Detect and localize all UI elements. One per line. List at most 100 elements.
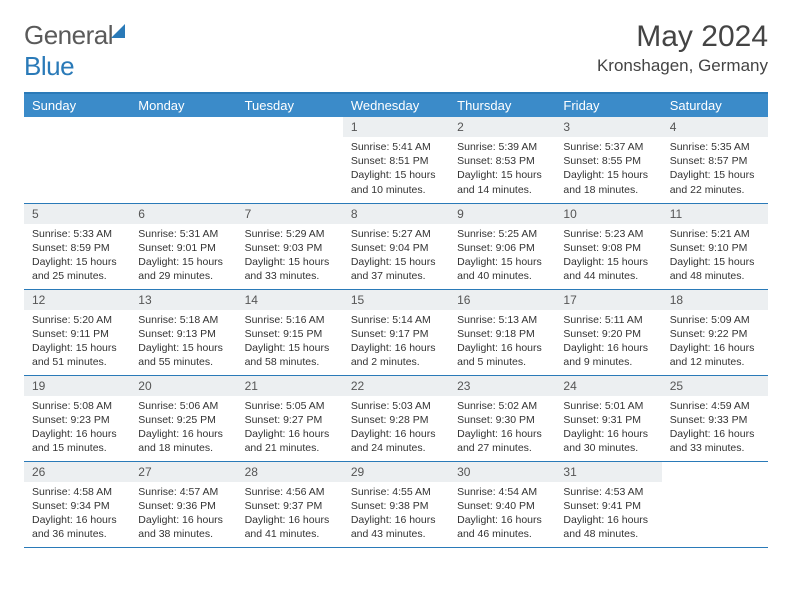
brand-logo: General Blue (24, 20, 125, 82)
sunset-text: Sunset: 9:11 PM (32, 327, 122, 341)
day-details: Sunrise: 5:33 AMSunset: 8:59 PMDaylight:… (24, 224, 130, 288)
weekday-header: Friday (555, 93, 661, 117)
sunset-text: Sunset: 9:03 PM (245, 241, 335, 255)
sunset-text: Sunset: 8:55 PM (563, 154, 653, 168)
calendar-week: 1Sunrise: 5:41 AMSunset: 8:51 PMDaylight… (24, 117, 768, 203)
day-number: 28 (237, 462, 343, 482)
day-number: 4 (662, 117, 768, 137)
day-details: Sunrise: 4:54 AMSunset: 9:40 PMDaylight:… (449, 482, 555, 546)
daylight-text: Daylight: 15 hours and 58 minutes. (245, 341, 335, 369)
day-details: Sunrise: 5:23 AMSunset: 9:08 PMDaylight:… (555, 224, 661, 288)
sunset-text: Sunset: 9:28 PM (351, 413, 441, 427)
day-details: Sunrise: 5:09 AMSunset: 9:22 PMDaylight:… (662, 310, 768, 374)
day-number: 22 (343, 376, 449, 396)
calendar-day: 8Sunrise: 5:27 AMSunset: 9:04 PMDaylight… (343, 203, 449, 289)
day-details: Sunrise: 5:37 AMSunset: 8:55 PMDaylight:… (555, 137, 661, 201)
sunset-text: Sunset: 8:53 PM (457, 154, 547, 168)
calendar-day: 30Sunrise: 4:54 AMSunset: 9:40 PMDayligh… (449, 461, 555, 547)
weekday-header: Thursday (449, 93, 555, 117)
day-details: Sunrise: 5:20 AMSunset: 9:11 PMDaylight:… (24, 310, 130, 374)
daylight-text: Daylight: 16 hours and 2 minutes. (351, 341, 441, 369)
calendar-day (24, 117, 130, 203)
sunrise-text: Sunrise: 5:16 AM (245, 313, 335, 327)
sunrise-text: Sunrise: 5:35 AM (670, 140, 760, 154)
sunset-text: Sunset: 9:17 PM (351, 327, 441, 341)
day-details: Sunrise: 4:55 AMSunset: 9:38 PMDaylight:… (343, 482, 449, 546)
day-number: 9 (449, 204, 555, 224)
day-number: 14 (237, 290, 343, 310)
daylight-text: Daylight: 16 hours and 21 minutes. (245, 427, 335, 455)
weekday-header: Wednesday (343, 93, 449, 117)
sunrise-text: Sunrise: 4:56 AM (245, 485, 335, 499)
day-details: Sunrise: 5:11 AMSunset: 9:20 PMDaylight:… (555, 310, 661, 374)
daylight-text: Daylight: 16 hours and 27 minutes. (457, 427, 547, 455)
day-details: Sunrise: 5:35 AMSunset: 8:57 PMDaylight:… (662, 137, 768, 201)
daylight-text: Daylight: 16 hours and 15 minutes. (32, 427, 122, 455)
sunrise-text: Sunrise: 5:14 AM (351, 313, 441, 327)
calendar-day (662, 461, 768, 547)
sunset-text: Sunset: 9:06 PM (457, 241, 547, 255)
brand-text: General Blue (24, 20, 125, 82)
sunset-text: Sunset: 9:18 PM (457, 327, 547, 341)
month-title: May 2024 (597, 20, 768, 54)
calendar-day: 19Sunrise: 5:08 AMSunset: 9:23 PMDayligh… (24, 375, 130, 461)
daylight-text: Daylight: 15 hours and 51 minutes. (32, 341, 122, 369)
calendar-day (237, 117, 343, 203)
calendar-day: 6Sunrise: 5:31 AMSunset: 9:01 PMDaylight… (130, 203, 236, 289)
sunset-text: Sunset: 9:20 PM (563, 327, 653, 341)
location-label: Kronshagen, Germany (597, 56, 768, 76)
day-details: Sunrise: 5:31 AMSunset: 9:01 PMDaylight:… (130, 224, 236, 288)
day-number: 20 (130, 376, 236, 396)
day-number: 30 (449, 462, 555, 482)
day-details: Sunrise: 5:41 AMSunset: 8:51 PMDaylight:… (343, 137, 449, 201)
sunrise-text: Sunrise: 4:55 AM (351, 485, 441, 499)
sunrise-text: Sunrise: 5:21 AM (670, 227, 760, 241)
sunrise-text: Sunrise: 5:09 AM (670, 313, 760, 327)
sunrise-text: Sunrise: 5:13 AM (457, 313, 547, 327)
calendar-day: 12Sunrise: 5:20 AMSunset: 9:11 PMDayligh… (24, 289, 130, 375)
daylight-text: Daylight: 15 hours and 44 minutes. (563, 255, 653, 283)
calendar-page: General Blue May 2024 Kronshagen, German… (0, 0, 792, 568)
day-number: 7 (237, 204, 343, 224)
sunset-text: Sunset: 9:40 PM (457, 499, 547, 513)
day-number: 21 (237, 376, 343, 396)
daylight-text: Daylight: 16 hours and 48 minutes. (563, 513, 653, 541)
daylight-text: Daylight: 16 hours and 43 minutes. (351, 513, 441, 541)
daylight-text: Daylight: 15 hours and 29 minutes. (138, 255, 228, 283)
header: General Blue May 2024 Kronshagen, German… (24, 20, 768, 82)
sunrise-text: Sunrise: 5:20 AM (32, 313, 122, 327)
calendar-week: 26Sunrise: 4:58 AMSunset: 9:34 PMDayligh… (24, 461, 768, 547)
day-details: Sunrise: 5:01 AMSunset: 9:31 PMDaylight:… (555, 396, 661, 460)
daylight-text: Daylight: 16 hours and 5 minutes. (457, 341, 547, 369)
sunset-text: Sunset: 9:30 PM (457, 413, 547, 427)
sunset-text: Sunset: 9:15 PM (245, 327, 335, 341)
weekday-header: Monday (130, 93, 236, 117)
calendar-day: 29Sunrise: 4:55 AMSunset: 9:38 PMDayligh… (343, 461, 449, 547)
daylight-text: Daylight: 16 hours and 41 minutes. (245, 513, 335, 541)
day-number: 27 (130, 462, 236, 482)
weekday-header: Tuesday (237, 93, 343, 117)
day-details: Sunrise: 5:16 AMSunset: 9:15 PMDaylight:… (237, 310, 343, 374)
logo-triangle-icon (111, 24, 125, 38)
daylight-text: Daylight: 16 hours and 33 minutes. (670, 427, 760, 455)
calendar-day: 20Sunrise: 5:06 AMSunset: 9:25 PMDayligh… (130, 375, 236, 461)
calendar-day: 26Sunrise: 4:58 AMSunset: 9:34 PMDayligh… (24, 461, 130, 547)
brand-part1: General (24, 20, 113, 50)
sunrise-text: Sunrise: 5:08 AM (32, 399, 122, 413)
day-details: Sunrise: 5:06 AMSunset: 9:25 PMDaylight:… (130, 396, 236, 460)
day-details: Sunrise: 5:02 AMSunset: 9:30 PMDaylight:… (449, 396, 555, 460)
day-number: 19 (24, 376, 130, 396)
daylight-text: Daylight: 16 hours and 38 minutes. (138, 513, 228, 541)
daylight-text: Daylight: 16 hours and 9 minutes. (563, 341, 653, 369)
day-number: 17 (555, 290, 661, 310)
calendar-week: 19Sunrise: 5:08 AMSunset: 9:23 PMDayligh… (24, 375, 768, 461)
day-details: Sunrise: 5:27 AMSunset: 9:04 PMDaylight:… (343, 224, 449, 288)
day-number: 10 (555, 204, 661, 224)
sunset-text: Sunset: 9:25 PM (138, 413, 228, 427)
calendar-day: 7Sunrise: 5:29 AMSunset: 9:03 PMDaylight… (237, 203, 343, 289)
sunset-text: Sunset: 9:38 PM (351, 499, 441, 513)
day-details: Sunrise: 5:25 AMSunset: 9:06 PMDaylight:… (449, 224, 555, 288)
daylight-text: Daylight: 16 hours and 30 minutes. (563, 427, 653, 455)
calendar-day: 15Sunrise: 5:14 AMSunset: 9:17 PMDayligh… (343, 289, 449, 375)
calendar-day: 27Sunrise: 4:57 AMSunset: 9:36 PMDayligh… (130, 461, 236, 547)
